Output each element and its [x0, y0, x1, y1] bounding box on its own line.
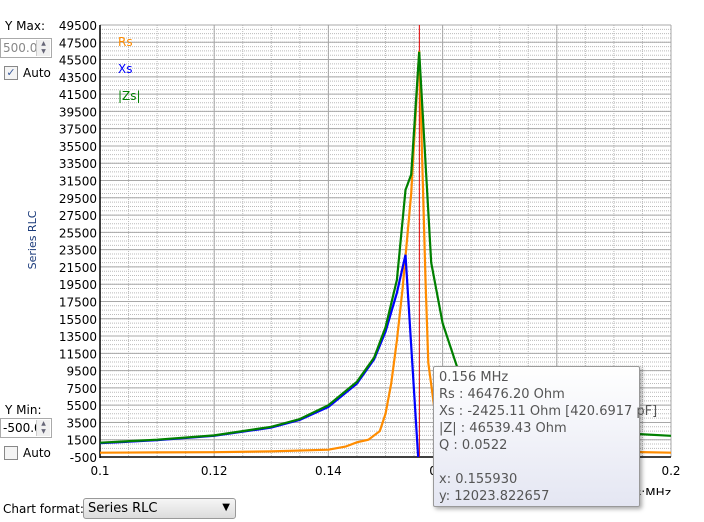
x-tick-label: 0.1: [90, 464, 109, 478]
y-tick-label: 19500: [59, 278, 97, 292]
y-tick-label: 21500: [59, 261, 97, 275]
y-tick-label: 39500: [59, 105, 97, 119]
ymax-spinner[interactable]: ▲▼: [0, 38, 52, 58]
chart-format-label: Chart format:: [3, 502, 84, 516]
tooltip-cursor-x: x: 0.155930: [439, 472, 518, 487]
y-tick-label: 45500: [59, 54, 97, 68]
chart-format-value: Series RLC: [88, 501, 158, 516]
tooltip-cursor-y: y: 12023.822657: [439, 489, 550, 504]
chart-format-select[interactable]: Series RLC ▼: [83, 498, 236, 519]
chart[interactable]: 49500 47500 45500 43500 41500 39500 37500 35500…: [0, 0, 704, 495]
y-tick-label: 9500: [66, 365, 97, 379]
y-tick-label: 15500: [59, 313, 97, 327]
spinner-arrows-icon[interactable]: ▲ ▼: [36, 420, 50, 436]
y-tick-label: 31500: [59, 175, 97, 189]
y-tick-label: 23500: [59, 244, 97, 258]
legend-entry: Rs: [118, 35, 133, 49]
cursor-tooltip: 0.156 MHz Rs : 46476.20 Ohm Xs : -2425.1…: [433, 366, 658, 507]
y-tick-label: 29500: [59, 192, 97, 206]
y-tick-label: 49500: [59, 19, 97, 33]
y-tick-label: 7500: [66, 382, 97, 396]
tooltip-rs: Rs : 46476.20 Ohm: [439, 387, 565, 402]
ymin-auto-checkbox[interactable]: [4, 446, 18, 460]
y-axis-title: Series RLC: [26, 210, 39, 269]
y-tick-label: 33500: [59, 157, 97, 171]
tooltip-q: Q : 0.0522: [439, 438, 508, 453]
y-tick-label: 3500: [66, 416, 97, 430]
y-tick-label: 37500: [59, 123, 97, 137]
y-tick-label: 13500: [59, 330, 97, 344]
dropdown-arrow-icon: ▼: [222, 502, 230, 513]
y-tick-label: -500: [70, 451, 97, 465]
x-tick-label: 0.14: [315, 464, 342, 478]
y-tick-label: 1500: [66, 434, 97, 448]
legend-entry: Xs: [118, 62, 132, 76]
y-tick-label: 47500: [59, 36, 97, 50]
ymax-label: Y Max:: [5, 19, 45, 33]
y-tick-label: 41500: [59, 88, 97, 102]
tooltip-z: |Z| : 46539.43 Ohm: [439, 421, 567, 436]
ymin-spinner[interactable]: ▲▼: [0, 418, 52, 438]
y-tick-label: 43500: [59, 71, 97, 85]
ymax-auto-label: Auto: [23, 66, 51, 80]
y-tick-label: 11500: [59, 347, 97, 361]
ymin-label: Y Min:: [5, 403, 42, 417]
ymax-input[interactable]: [1, 39, 39, 57]
y-tick-label: 25500: [59, 226, 97, 240]
tooltip-xs: Xs : -2425.11 Ohm [420.6917 pF]: [439, 404, 658, 419]
y-tick-label: 5500: [66, 399, 97, 413]
x-axis-title: s:MHz: [635, 486, 671, 495]
spinner-arrows-icon[interactable]: ▲ ▼: [36, 40, 50, 56]
legend-entry: |Zs|: [118, 89, 141, 103]
x-tick-label: 0.12: [201, 464, 228, 478]
tooltip-frequency: 0.156 MHz: [439, 370, 509, 385]
ymin-input[interactable]: [1, 419, 39, 437]
y-tick-label: 35500: [59, 140, 97, 154]
ymax-auto-checkbox[interactable]: ✓: [4, 66, 18, 80]
ymin-auto-label: Auto: [23, 446, 51, 460]
y-tick-label: 27500: [59, 209, 97, 223]
x-tick-label: 0.2: [661, 464, 680, 478]
y-tick-label: 17500: [59, 295, 97, 309]
